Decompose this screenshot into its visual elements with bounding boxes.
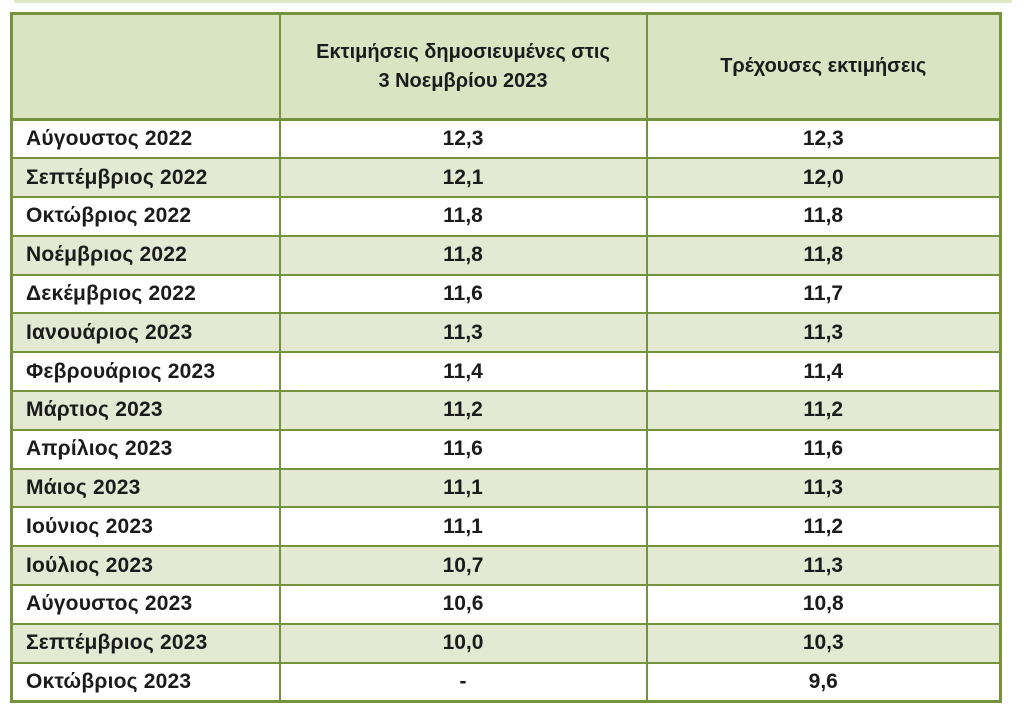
published-cell: 12,3 — [278, 118, 648, 160]
published-cell: 10,0 — [278, 622, 648, 664]
published-cell: 11,6 — [278, 273, 648, 315]
table-row: Οκτώβριος 2023 - 9,6 — [10, 661, 1002, 703]
current-cell: 11,7 — [645, 273, 1002, 315]
current-cell: 11,3 — [645, 545, 1002, 587]
current-cell: 10,3 — [645, 622, 1002, 664]
table-row: Νοέμβριος 2022 11,8 11,8 — [10, 234, 1002, 276]
table-row: Σεπτέμβριος 2023 10,0 10,3 — [10, 622, 1002, 664]
header-current-column: Τρέχουσες εκτιμήσεις — [645, 12, 1002, 121]
current-cell: 9,6 — [645, 661, 1002, 703]
table-header: Εκτιμήσεις δημοσιευμένες στις 3 Νοεμβρίο… — [10, 12, 1002, 121]
table-row: Αύγουστος 2023 10,6 10,8 — [10, 584, 1002, 625]
table-body: Αύγουστος 2022 12,3 12,3 Σεπτέμβριος 202… — [10, 118, 1002, 703]
month-cell: Ιούνιος 2023 — [10, 506, 281, 548]
published-cell: 11,8 — [278, 196, 648, 237]
top-edge-artifact — [14, 0, 1012, 3]
published-cell: - — [278, 661, 648, 703]
month-cell: Ιούλιος 2023 — [10, 545, 281, 587]
current-cell: 11,3 — [645, 312, 1002, 354]
month-cell: Οκτώβριος 2023 — [10, 661, 281, 703]
published-cell: 10,7 — [278, 545, 648, 587]
month-cell: Αύγουστος 2022 — [10, 118, 281, 160]
header-row: Εκτιμήσεις δημοσιευμένες στις 3 Νοεμβρίο… — [10, 12, 1002, 121]
current-cell: 12,0 — [645, 157, 1002, 199]
month-cell: Ιανουάριος 2023 — [10, 312, 281, 354]
current-cell: 11,8 — [645, 196, 1002, 237]
published-cell: 10,6 — [278, 584, 648, 625]
month-cell: Αύγουστος 2023 — [10, 584, 281, 625]
header-month-column — [10, 12, 281, 121]
current-cell: 11,8 — [645, 234, 1002, 276]
published-cell: 11,2 — [278, 390, 648, 431]
table-row: Μάρτιος 2023 11,2 11,2 — [10, 390, 1002, 431]
table-row: Δεκέμβριος 2022 11,6 11,7 — [10, 273, 1002, 315]
published-cell: 11,4 — [278, 351, 648, 393]
month-cell: Σεπτέμβριος 2023 — [10, 622, 281, 664]
published-cell: 11,1 — [278, 506, 648, 548]
table-row: Απρίλιος 2023 11,6 11,6 — [10, 428, 1002, 470]
current-cell: 11,2 — [645, 506, 1002, 548]
published-cell: 11,3 — [278, 312, 648, 354]
month-cell: Δεκέμβριος 2022 — [10, 273, 281, 315]
published-cell: 11,1 — [278, 467, 648, 509]
table-row: Ιούνιος 2023 11,1 11,2 — [10, 506, 1002, 548]
month-cell: Μάιος 2023 — [10, 467, 281, 509]
month-cell: Απρίλιος 2023 — [10, 428, 281, 470]
month-cell: Οκτώβριος 2022 — [10, 196, 281, 237]
published-cell: 11,6 — [278, 428, 648, 470]
current-cell: 10,8 — [645, 584, 1002, 625]
current-cell: 12,3 — [645, 118, 1002, 160]
current-cell: 11,3 — [645, 467, 1002, 509]
estimates-table: Εκτιμήσεις δημοσιευμένες στις 3 Νοεμβρίο… — [10, 12, 1002, 703]
table-row: Οκτώβριος 2022 11,8 11,8 — [10, 196, 1002, 237]
month-cell: Φεβρουάριος 2023 — [10, 351, 281, 393]
table-row: Μάιος 2023 11,1 11,3 — [10, 467, 1002, 509]
table-row: Σεπτέμβριος 2022 12,1 12,0 — [10, 157, 1002, 199]
month-cell: Νοέμβριος 2022 — [10, 234, 281, 276]
table-row: Φεβρουάριος 2023 11,4 11,4 — [10, 351, 1002, 393]
table-row: Ιούλιος 2023 10,7 11,3 — [10, 545, 1002, 587]
published-cell: 12,1 — [278, 157, 648, 199]
table-row: Αύγουστος 2022 12,3 12,3 — [10, 118, 1002, 160]
header-published-column: Εκτιμήσεις δημοσιευμένες στις 3 Νοεμβρίο… — [278, 12, 648, 121]
published-cell: 11,8 — [278, 234, 648, 276]
current-cell: 11,2 — [645, 390, 1002, 431]
month-cell: Σεπτέμβριος 2022 — [10, 157, 281, 199]
table-row: Ιανουάριος 2023 11,3 11,3 — [10, 312, 1002, 354]
current-cell: 11,4 — [645, 351, 1002, 393]
month-cell: Μάρτιος 2023 — [10, 390, 281, 431]
current-cell: 11,6 — [645, 428, 1002, 470]
